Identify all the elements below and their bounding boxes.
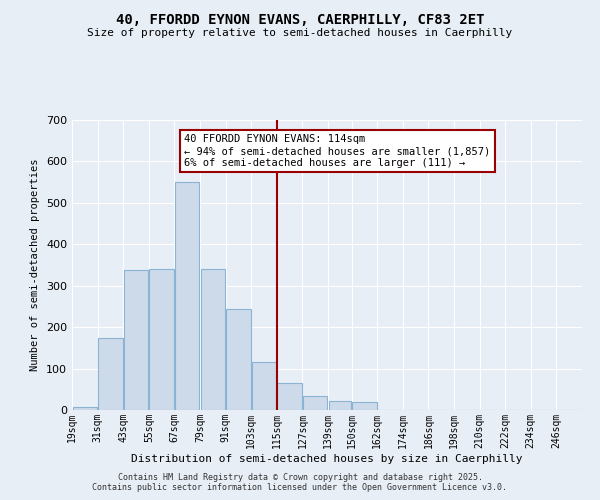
Bar [303, 396, 328, 410]
Bar [226, 308, 251, 410]
Bar [73, 406, 97, 410]
Bar [352, 402, 377, 410]
Bar [98, 338, 122, 410]
Text: 40, FFORDD EYNON EVANS, CAERPHILLY, CF83 2ET: 40, FFORDD EYNON EVANS, CAERPHILLY, CF83… [116, 12, 484, 26]
Bar [149, 269, 174, 410]
Y-axis label: Number of semi-detached properties: Number of semi-detached properties [31, 159, 40, 371]
Text: Size of property relative to semi-detached houses in Caerphilly: Size of property relative to semi-detach… [88, 28, 512, 38]
X-axis label: Distribution of semi-detached houses by size in Caerphilly: Distribution of semi-detached houses by … [131, 454, 523, 464]
Bar [252, 362, 276, 410]
Bar [329, 401, 351, 410]
Text: Contains HM Land Registry data © Crown copyright and database right 2025.
Contai: Contains HM Land Registry data © Crown c… [92, 473, 508, 492]
Bar [175, 182, 199, 410]
Bar [200, 269, 225, 410]
Bar [277, 383, 302, 410]
Bar [124, 270, 148, 410]
Text: 40 FFORDD EYNON EVANS: 114sqm
← 94% of semi-detached houses are smaller (1,857)
: 40 FFORDD EYNON EVANS: 114sqm ← 94% of s… [184, 134, 490, 168]
